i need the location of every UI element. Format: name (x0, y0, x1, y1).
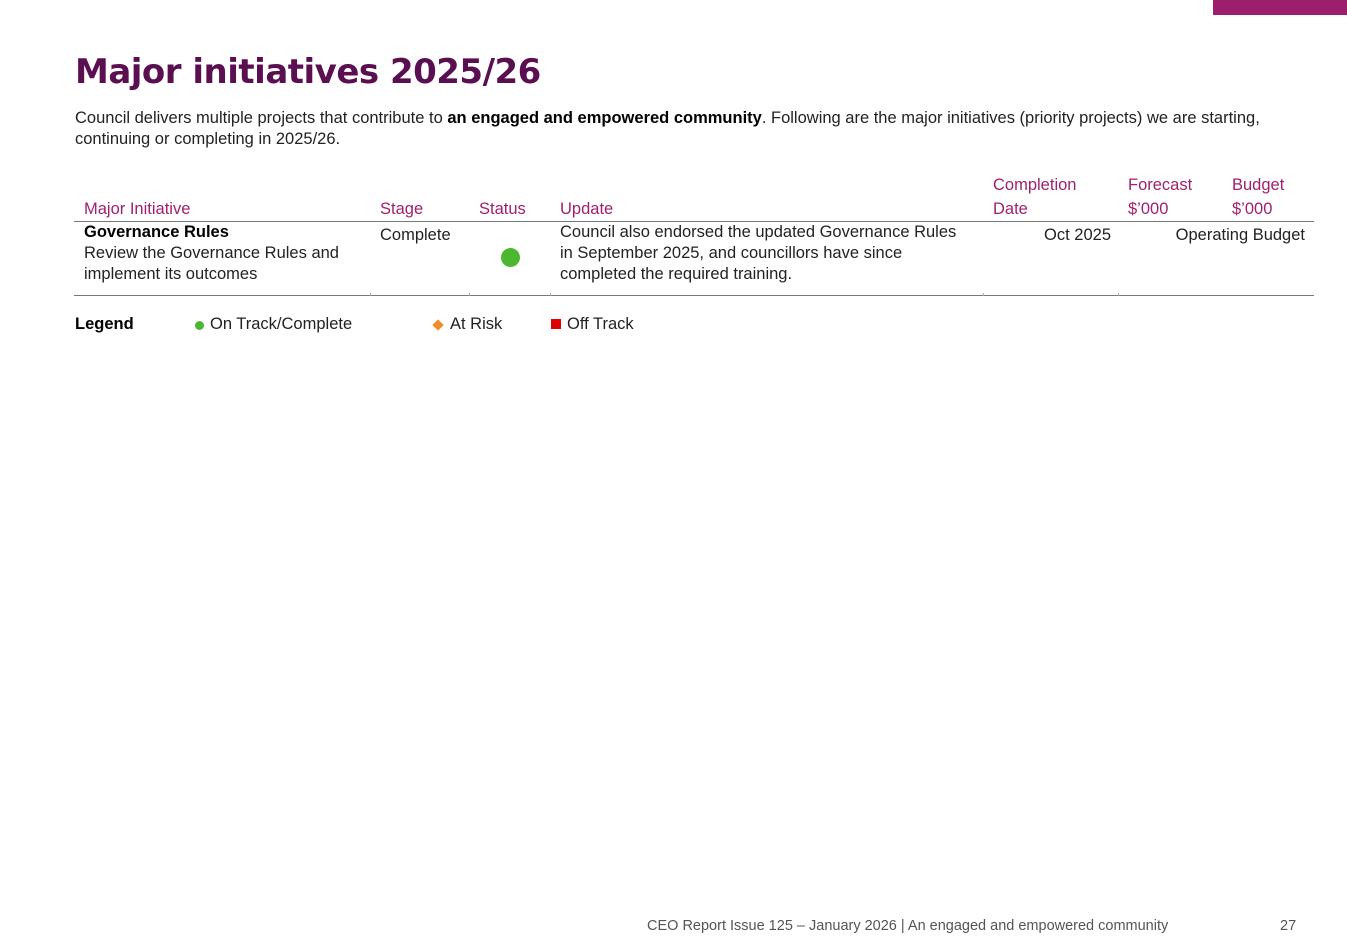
column-header: Completion Date (993, 176, 1077, 218)
initiative-name: Governance Rules (84, 223, 229, 241)
legend-item: On Track/Complete (210, 315, 353, 333)
column-separator (550, 293, 551, 296)
intro-text: . Following are the major initiatives (p… (75, 109, 1260, 148)
column-header: Stage (380, 200, 424, 218)
intro: Council delivers multiple projects that … (75, 108, 1305, 150)
legend-item: Off Track (567, 315, 634, 333)
update-cell: Council also endorsed the updated Govern… (560, 223, 957, 283)
row-rule (74, 295, 1314, 296)
legend-item: At Risk (450, 315, 503, 333)
legend-diamond (432, 319, 444, 331)
completion-cell: Oct 2025 (1044, 226, 1111, 244)
column-header: Update (560, 200, 614, 218)
initiative-description: Review the Governance Rules and implemen… (84, 244, 339, 283)
status-dot (501, 248, 520, 267)
title: Major initiatives 2025/26 (75, 52, 541, 92)
column-header: Major Initiative (84, 200, 191, 218)
budget-cell: Operating Budget (1175, 226, 1305, 244)
legend-dot (195, 321, 204, 330)
page-number: 27 (1280, 918, 1297, 934)
column-header: Forecast $’000 (1128, 176, 1193, 218)
column-header: Budget $’000 (1232, 176, 1285, 218)
header-rule (74, 221, 1314, 222)
legend-title: Legend (75, 315, 134, 333)
legend-square (551, 319, 561, 329)
intro-text: Council delivers multiple projects that … (75, 109, 448, 127)
intro-emphasis: an engaged and empowered community (447, 109, 762, 127)
column-separator (370, 293, 371, 296)
column-header: Status (479, 200, 526, 218)
column-separator (983, 293, 984, 296)
initiative-cell: Governance Rules Review the Governance R… (84, 222, 369, 285)
accent-bar (1213, 0, 1347, 15)
column-separator (469, 293, 470, 296)
column-separator (1118, 293, 1119, 296)
stage-cell: Complete (380, 226, 451, 244)
footer-text: CEO Report Issue 125 – January 2026 | An… (647, 918, 1169, 934)
